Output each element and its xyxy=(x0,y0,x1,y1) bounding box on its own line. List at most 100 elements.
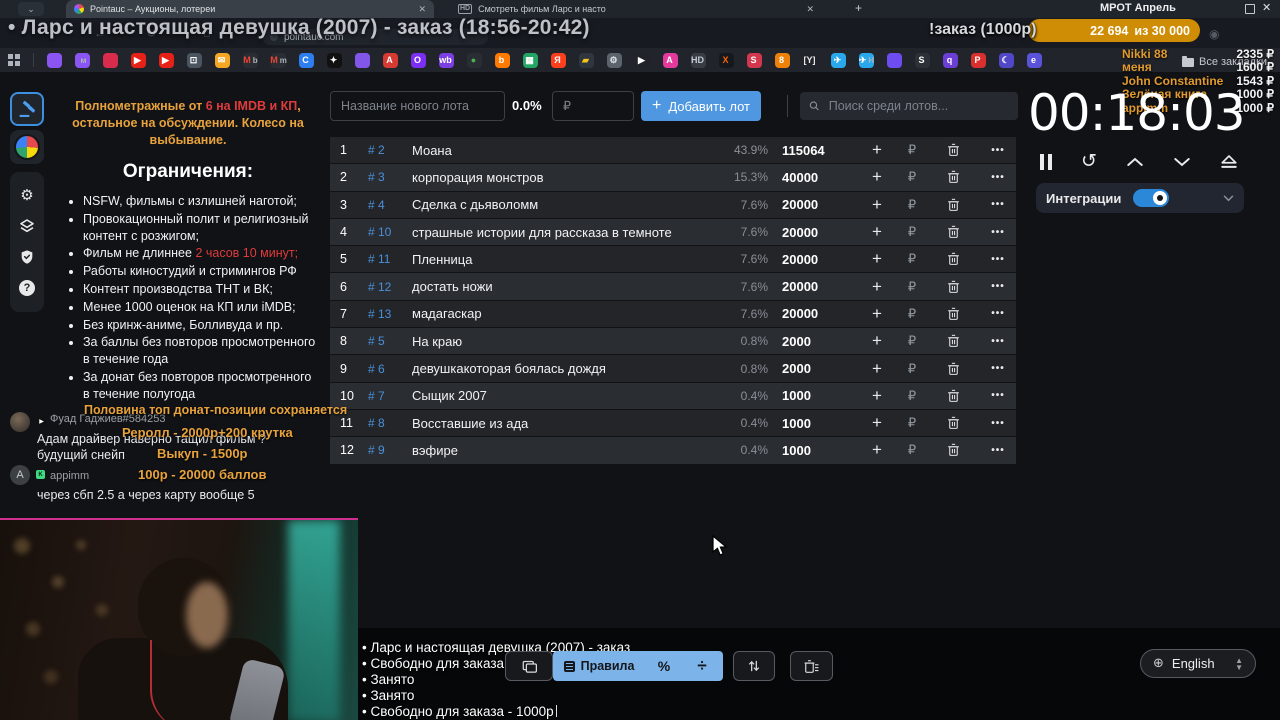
clear-lots-button[interactable] xyxy=(790,651,833,681)
bookmark-icon[interactable]: ☾ xyxy=(999,52,1014,68)
lot-id-chip[interactable]: # 6 xyxy=(368,361,385,376)
add-to-lot-icon[interactable]: + xyxy=(872,249,882,269)
search-box[interactable] xyxy=(800,92,1018,120)
all-bookmarks-button[interactable]: Все закладки xyxy=(1182,55,1267,68)
lot-amount[interactable]: 20000 xyxy=(782,279,819,295)
home-icon[interactable]: ⌂ xyxy=(203,26,211,40)
lot-more-icon[interactable]: ••• xyxy=(991,444,1005,456)
bookmark-icon[interactable]: ▶ xyxy=(159,52,174,68)
lot-name[interactable]: Восставшие из ада xyxy=(412,415,529,431)
reload-icon[interactable]: ↻ xyxy=(146,26,157,40)
bookmark-icon[interactable]: A xyxy=(383,52,398,68)
lot-amount[interactable]: 40000 xyxy=(782,169,819,185)
lot-id-chip[interactable]: # 7 xyxy=(368,388,385,403)
delete-lot-icon[interactable] xyxy=(926,198,980,212)
delete-lot-icon[interactable] xyxy=(926,252,980,266)
lot-amount[interactable]: 2000 xyxy=(782,333,811,349)
lot-id-chip[interactable]: # 12 xyxy=(368,279,392,294)
bookmark-icon[interactable]: ▶ xyxy=(131,52,146,68)
bookmark-icon[interactable] xyxy=(355,52,370,68)
delete-lot-icon[interactable] xyxy=(926,416,980,430)
bookmark-icon[interactable]: b xyxy=(495,52,510,68)
lot-name[interactable]: Пленница xyxy=(412,251,473,267)
delete-lot-icon[interactable] xyxy=(926,170,980,184)
lot-amount[interactable]: 1000 xyxy=(782,388,811,404)
lot-amount[interactable]: 115064 xyxy=(782,142,825,158)
bookmark-icon[interactable]: ✈ xyxy=(831,52,846,68)
lot-id-chip[interactable]: # 8 xyxy=(368,416,385,431)
lot-name[interactable]: Сыщик 2007 xyxy=(412,388,487,404)
add-to-lot-icon[interactable]: + xyxy=(872,440,882,460)
new-tab-button[interactable]: + xyxy=(855,1,863,15)
bookmark-icon[interactable]: ⚙ xyxy=(607,52,622,68)
divide-mode-button[interactable]: ÷ xyxy=(697,656,707,675)
chevron-down-icon[interactable] xyxy=(1223,194,1234,202)
tab-close-icon[interactable]: ✕ xyxy=(418,3,426,14)
lot-more-icon[interactable]: ••• xyxy=(991,335,1005,347)
chevron-up-button[interactable] xyxy=(1126,156,1144,168)
bookmark-icon[interactable]: X xyxy=(719,52,734,68)
lot-id-chip[interactable]: # 9 xyxy=(368,443,385,458)
add-to-lot-icon[interactable]: + xyxy=(872,413,882,433)
lot-id-chip[interactable]: # 4 xyxy=(368,197,385,212)
window-close-icon[interactable]: ✕ xyxy=(1262,2,1272,14)
bookmark-icon[interactable]: O xyxy=(411,52,426,68)
new-lot-amount-input[interactable] xyxy=(552,91,634,121)
address-bar[interactable]: pointauc.com xyxy=(262,29,488,45)
lot-more-icon[interactable]: ••• xyxy=(991,226,1005,238)
delete-lot-icon[interactable] xyxy=(926,389,980,403)
bookmark-icon[interactable]: wb xyxy=(439,52,454,68)
bookmark-icon[interactable]: e xyxy=(1027,52,1042,68)
bookmark-icon[interactable]: q xyxy=(943,52,958,68)
lot-name[interactable]: На краю xyxy=(412,333,463,349)
bookmark-icon[interactable]: [Y] xyxy=(803,52,818,68)
delete-lot-icon[interactable] xyxy=(926,143,980,157)
bookmark-icon[interactable]: Я xyxy=(551,52,566,68)
add-to-lot-icon[interactable]: + xyxy=(872,194,882,214)
lot-id-chip[interactable]: # 2 xyxy=(368,143,385,158)
lot-id-chip[interactable]: # 3 xyxy=(368,170,385,185)
lot-amount[interactable]: 20000 xyxy=(782,306,819,322)
lot-amount[interactable]: 20000 xyxy=(782,224,819,240)
add-lot-button[interactable]: + Добавить лот xyxy=(641,91,761,121)
lot-more-icon[interactable]: ••• xyxy=(991,281,1005,293)
bookmark-icon[interactable]: S xyxy=(915,52,930,68)
new-lot-name-input[interactable] xyxy=(330,91,505,121)
bookmark-icon[interactable]: ▶ xyxy=(635,52,650,68)
chevron-down-button[interactable] xyxy=(1173,156,1191,168)
settings-gear-icon[interactable]: ⚙ xyxy=(20,185,34,204)
bookmark-icon[interactable]: C xyxy=(299,52,314,68)
sidebar-item-wheel[interactable] xyxy=(10,130,44,164)
bookmark-icon[interactable]: HD xyxy=(691,52,706,68)
bookmark-icon[interactable]: ▰ xyxy=(579,52,594,68)
lot-amount[interactable]: 20000 xyxy=(782,197,819,213)
lot-more-icon[interactable]: ••• xyxy=(991,308,1005,320)
lot-amount[interactable]: 1000 xyxy=(782,415,811,431)
lot-amount[interactable]: 1000 xyxy=(782,442,811,458)
delete-lot-icon[interactable] xyxy=(926,443,980,457)
delete-lot-icon[interactable] xyxy=(926,362,980,376)
back-icon[interactable]: ← xyxy=(94,26,106,40)
pause-button[interactable] xyxy=(1040,153,1052,170)
bookmark-icon[interactable]: ▦ xyxy=(523,52,538,68)
add-to-lot-icon[interactable]: + xyxy=(872,222,882,242)
bookmark-icon[interactable]: S xyxy=(747,52,762,68)
integrations-panel[interactable]: Интеграции xyxy=(1036,183,1244,213)
lot-name[interactable]: мадагаскар xyxy=(412,306,482,322)
apps-grid-icon[interactable] xyxy=(8,54,20,66)
add-to-lot-icon[interactable]: + xyxy=(872,331,882,351)
add-to-lot-icon[interactable]: + xyxy=(872,303,882,323)
lot-name[interactable]: корпорация монстров xyxy=(412,169,544,185)
bookmark-icon[interactable]: 8 xyxy=(775,52,790,68)
search-input[interactable] xyxy=(826,98,1009,114)
lot-name[interactable]: девушкакоторая боялась дождя xyxy=(412,361,606,377)
lot-more-icon[interactable]: ••• xyxy=(991,199,1005,211)
shield-check-icon[interactable] xyxy=(19,249,35,265)
rules-button[interactable]: Правила xyxy=(553,651,645,681)
bookmark-icon[interactable] xyxy=(47,52,62,68)
lot-amount[interactable]: 2000 xyxy=(782,361,811,377)
integrations-toggle[interactable] xyxy=(1133,189,1170,207)
lot-more-icon[interactable]: ••• xyxy=(991,253,1005,265)
